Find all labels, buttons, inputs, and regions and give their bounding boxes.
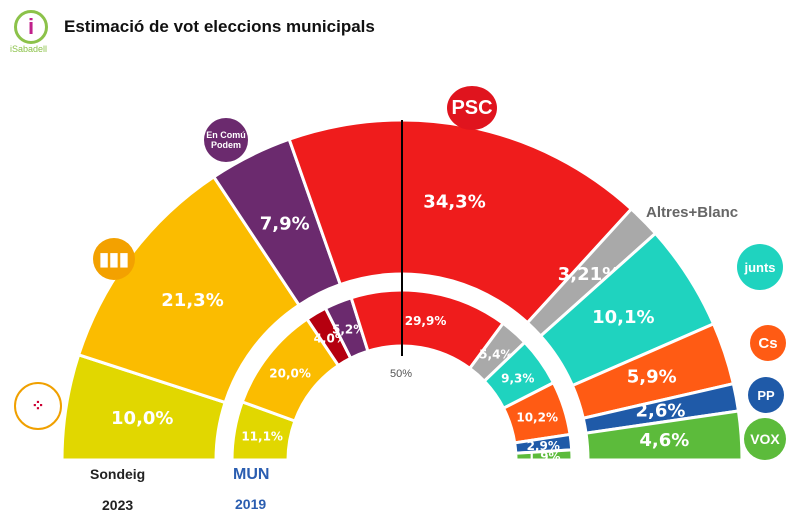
data-label: 10,0% — [111, 408, 173, 429]
segment-0-3 — [287, 118, 634, 325]
data-label: 1,9% — [527, 450, 560, 464]
data-label: 34,3% — [423, 191, 485, 212]
ring-label-inner-2: 2019 — [235, 496, 267, 512]
psc-logo: PSC — [447, 86, 497, 130]
data-label: 5,9% — [627, 366, 677, 387]
data-label: 7,9% — [260, 214, 310, 235]
altres-label: Altres+Blanc — [646, 204, 739, 221]
junts-logo: junts — [737, 244, 783, 290]
isabadell-logo: i — [14, 10, 48, 44]
ring-label-inner-1: MUN — [233, 466, 270, 483]
pp-logo: PP — [748, 377, 784, 413]
data-label: 29,9% — [405, 314, 447, 328]
data-label: 4,6% — [639, 430, 689, 451]
data-label: 2,6% — [636, 400, 686, 421]
data-label: 21,3% — [161, 290, 223, 311]
data-label: 5,2% — [332, 322, 365, 336]
cs-logo: Cs — [750, 325, 786, 361]
data-label: 11,1% — [241, 429, 283, 443]
segment-0-8 — [584, 409, 744, 462]
data-label: 10,2% — [516, 411, 558, 425]
erc-logo: ▮▮▮ — [93, 238, 135, 280]
ring-label-outer-1: Sondeig — [90, 466, 146, 482]
data-label: 5,4% — [479, 347, 512, 361]
center-marker-label: 50% — [390, 368, 413, 380]
chart-title: Estimació de vot eleccions municipals — [64, 17, 375, 36]
vox-logo: VOX — [744, 418, 786, 460]
data-label: 10,1% — [592, 307, 654, 328]
data-label: 9,3% — [501, 372, 534, 386]
segment-1-9 — [514, 448, 574, 462]
sabadell-logo: ⁘ — [14, 382, 62, 430]
data-label: 20,0% — [269, 367, 311, 381]
brand: iSabadell — [10, 44, 48, 54]
ring-label-outer-2: 2023 — [102, 497, 134, 513]
ecp-logo: En Comú Podem — [204, 118, 248, 162]
